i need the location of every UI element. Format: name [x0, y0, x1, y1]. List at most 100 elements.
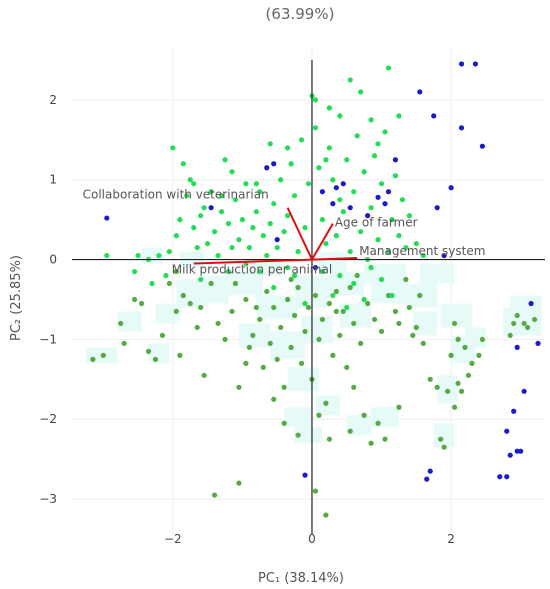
- data-point: [455, 380, 461, 386]
- data-point: [260, 364, 266, 370]
- data-point: [208, 205, 214, 211]
- data-point: [173, 233, 179, 239]
- data-point: [305, 304, 312, 311]
- data-point: [368, 440, 374, 446]
- data-point: [205, 240, 211, 247]
- data-point: [413, 324, 419, 331]
- density-cell: [371, 283, 410, 304]
- data-point: [525, 324, 531, 331]
- data-point: [229, 308, 235, 315]
- data-point: [462, 344, 468, 350]
- data-point: [225, 221, 232, 227]
- loading-arrow: [311, 256, 358, 261]
- data-point: [368, 205, 374, 211]
- data-point: [417, 292, 423, 299]
- data-point: [281, 384, 287, 390]
- data-point: [225, 268, 232, 275]
- data-point: [465, 372, 472, 378]
- loading-label: Age of farmer: [335, 216, 418, 230]
- data-point: [434, 205, 440, 211]
- density-cell: [329, 271, 365, 296]
- data-point: [285, 145, 291, 151]
- y-tick-label: −2: [39, 412, 57, 426]
- data-point: [118, 320, 124, 327]
- data-point: [521, 388, 527, 394]
- density-cell: [412, 311, 438, 336]
- data-point: [198, 304, 204, 311]
- data-point: [406, 213, 412, 219]
- data-point: [100, 352, 106, 358]
- data-point: [229, 244, 235, 251]
- data-point: [187, 177, 193, 183]
- x-tick-label: −2: [164, 532, 182, 546]
- data-point: [441, 252, 447, 259]
- data-point: [239, 217, 246, 223]
- density-cell: [510, 295, 542, 316]
- data-point: [302, 328, 308, 335]
- data-point: [180, 161, 186, 167]
- density-cell: [346, 415, 372, 436]
- data-point: [445, 388, 451, 394]
- data-point: [285, 296, 291, 303]
- data-point: [375, 141, 381, 147]
- data-point: [427, 376, 433, 382]
- data-point: [253, 209, 259, 215]
- data-point: [361, 296, 367, 303]
- data-point: [469, 360, 475, 366]
- data-point: [288, 276, 294, 283]
- data-point: [396, 320, 402, 327]
- data-point: [198, 213, 204, 219]
- data-point: [458, 388, 465, 394]
- density-cell: [284, 407, 312, 428]
- data-point: [316, 336, 322, 343]
- data-point: [518, 448, 524, 454]
- data-point: [156, 252, 162, 259]
- data-point: [312, 97, 319, 103]
- data-point: [323, 512, 329, 518]
- density-cell: [318, 251, 347, 272]
- data-point: [417, 89, 423, 95]
- density-cell: [287, 367, 319, 392]
- data-point: [201, 372, 207, 378]
- data-point: [351, 320, 357, 327]
- data-point: [371, 316, 378, 323]
- data-point: [319, 217, 326, 223]
- data-point: [323, 240, 329, 247]
- data-point: [236, 480, 242, 486]
- data-point: [326, 436, 332, 442]
- data-point: [358, 340, 364, 346]
- density-cell: [155, 303, 180, 324]
- data-point: [347, 248, 353, 255]
- data-point: [319, 316, 326, 323]
- data-point: [149, 280, 155, 287]
- density-cell: [419, 263, 455, 284]
- data-point: [448, 352, 454, 358]
- data-point: [166, 248, 172, 255]
- data-point: [455, 336, 461, 343]
- data-point: [424, 476, 430, 482]
- data-point: [152, 356, 159, 362]
- data-point: [236, 237, 242, 243]
- data-point: [337, 272, 343, 279]
- density-cell: [440, 303, 472, 328]
- data-point: [319, 189, 326, 195]
- data-point: [132, 296, 138, 303]
- data-point: [458, 61, 465, 67]
- data-point: [243, 296, 249, 303]
- data-point: [378, 328, 385, 335]
- data-point: [312, 264, 319, 271]
- density-cell: [270, 331, 306, 360]
- data-point: [264, 252, 270, 259]
- data-point: [521, 320, 527, 327]
- data-point: [365, 300, 371, 307]
- loading-arrow: [286, 207, 313, 260]
- data-point: [347, 205, 353, 211]
- data-point: [347, 77, 353, 83]
- data-point: [208, 189, 214, 195]
- data-point: [434, 384, 440, 390]
- data-point: [528, 300, 534, 307]
- data-point: [438, 436, 444, 442]
- data-point: [194, 244, 200, 251]
- density-cell: [256, 295, 299, 320]
- data-point: [285, 213, 291, 219]
